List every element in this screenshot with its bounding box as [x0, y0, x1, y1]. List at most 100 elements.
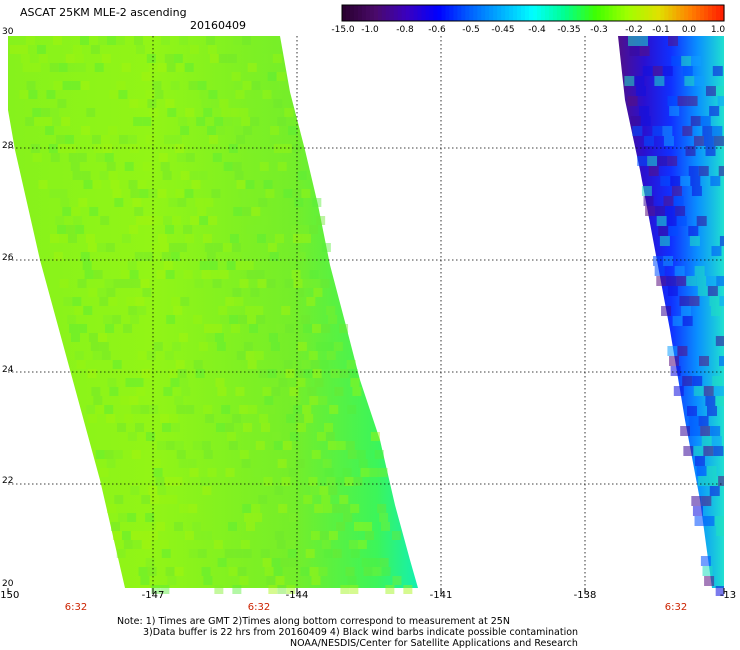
swath-pixel	[192, 441, 202, 450]
swath-pixel	[130, 189, 140, 198]
colorbar-cell	[461, 5, 466, 21]
swath-pixel	[95, 450, 105, 459]
swath-pixel	[203, 108, 213, 117]
swath-pixel	[683, 446, 694, 456]
swath-pixel	[53, 36, 62, 45]
swath-pixel	[712, 126, 723, 136]
swath-pixel	[114, 495, 124, 504]
lon-label: -147	[141, 590, 165, 601]
swath-pixel	[126, 297, 136, 306]
swath-pixel	[32, 153, 42, 162]
swath-pixel	[379, 558, 389, 567]
swath-pixel	[195, 369, 205, 378]
colorbar-cell	[401, 5, 407, 21]
swath-pixel	[251, 504, 261, 513]
swath-pixel	[129, 396, 139, 405]
colorbar-cell	[580, 5, 586, 21]
swath-pixel	[93, 396, 103, 405]
swath-pixel	[244, 135, 254, 144]
colorbar-cell	[616, 5, 622, 21]
swath-pixel	[219, 99, 229, 108]
swath-pixel	[67, 315, 77, 324]
swath-pixel	[204, 198, 214, 207]
colorbar-cell	[612, 5, 618, 21]
colorbar-cell	[676, 5, 681, 21]
swath-pixel	[283, 360, 293, 369]
swath-pixel	[203, 576, 213, 585]
swath-pixel	[62, 207, 72, 216]
swath-pixel	[318, 396, 328, 405]
colorbar-cell	[417, 5, 423, 21]
swath-pixel	[709, 106, 720, 116]
swath-pixel	[167, 576, 177, 585]
swath-pixel	[256, 234, 266, 243]
colorbar-cell	[397, 5, 403, 21]
swath-pixel	[280, 558, 290, 567]
colorbar-cell	[708, 5, 713, 21]
swath-pixel	[666, 276, 677, 286]
swath-pixel	[122, 279, 132, 288]
swath-pixel	[360, 468, 370, 477]
swath-pixel	[246, 522, 256, 531]
swath-pixel	[703, 136, 714, 146]
swath-pixel	[193, 360, 203, 369]
swath-pixel	[704, 516, 715, 526]
swath-pixel	[97, 333, 107, 342]
swath-pixel	[184, 63, 194, 72]
colorbar-cell	[457, 5, 462, 21]
swath-pixel	[216, 342, 226, 351]
swath-pixel	[277, 585, 287, 594]
swath-pixel	[88, 333, 98, 342]
swath-pixel	[20, 54, 30, 63]
swath-pixel	[117, 423, 127, 432]
swath-pixel	[201, 567, 211, 576]
swath-pixel	[674, 266, 685, 276]
swath-pixel	[247, 63, 257, 72]
swath-pixel	[297, 423, 307, 432]
swath-pixel	[98, 36, 107, 45]
swath-pixel	[101, 54, 111, 63]
swath-pixel	[97, 288, 107, 297]
swath-pixel	[686, 276, 697, 286]
swath-pixel	[226, 261, 236, 270]
swath-pixel	[165, 99, 175, 108]
swath-pixel	[672, 316, 683, 326]
colorbar-cell	[501, 5, 506, 21]
swath-pixel	[364, 531, 374, 540]
swath-pixel	[667, 156, 678, 166]
swath-pixel	[642, 66, 653, 76]
swath-pixel	[216, 423, 226, 432]
swath-pixel	[214, 585, 224, 594]
swath-pixel	[328, 531, 338, 540]
swath-pixel	[109, 90, 119, 99]
swath-pixel	[673, 196, 684, 206]
swath-pixel	[229, 234, 239, 243]
swath-pixel	[693, 446, 704, 456]
swath-pixel	[209, 54, 219, 63]
swath-pixel	[52, 117, 62, 126]
swath-pixel	[153, 468, 163, 477]
colorbar-label: -0.45	[491, 25, 515, 35]
swath-pixel	[30, 144, 40, 153]
swath-pixel	[53, 252, 63, 261]
swath-pixel	[34, 117, 44, 126]
swath-pixel	[255, 441, 265, 450]
colorbar-cell	[656, 5, 661, 21]
swath-pixel	[690, 176, 701, 186]
swath-pixel	[118, 135, 128, 144]
swath-pixel	[268, 585, 278, 594]
swath-pixel	[198, 342, 208, 351]
swath-pixel	[128, 306, 138, 315]
swath-pixel	[267, 243, 277, 252]
swath-pixel	[329, 405, 339, 414]
swath-pixel	[243, 342, 253, 351]
swath-pixel	[100, 216, 110, 225]
swath-pixel	[112, 360, 122, 369]
swath-pixel	[652, 126, 663, 136]
swath-pixel	[250, 117, 260, 126]
swath-pixel	[310, 486, 320, 495]
swath-pixel	[141, 369, 151, 378]
swath-pixel	[326, 306, 336, 315]
swath-pixel	[253, 513, 263, 522]
swath-pixel	[297, 342, 307, 351]
